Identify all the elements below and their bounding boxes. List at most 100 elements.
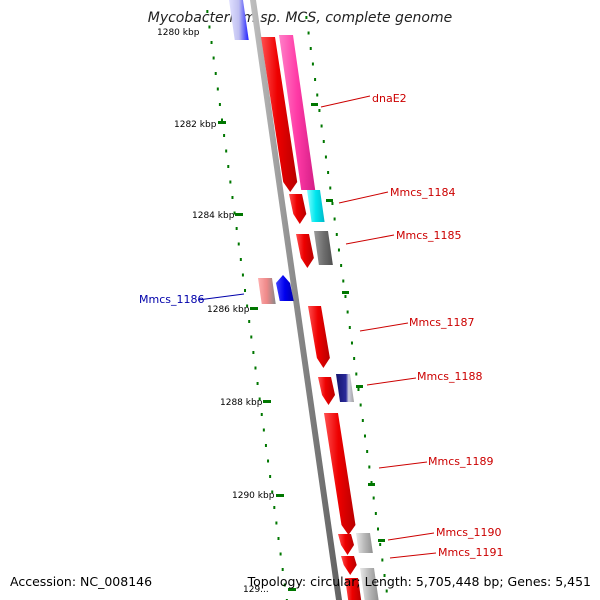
track-dot [346, 310, 349, 314]
leader-line [359, 322, 409, 332]
leader-line [389, 552, 437, 559]
track-dot [350, 341, 353, 345]
feature-mmcs-1187[interactable] [308, 306, 330, 368]
track-dot [279, 552, 282, 556]
track-dot [316, 93, 319, 97]
track-dot [233, 211, 236, 215]
track-dot [377, 527, 380, 531]
feature-mmcs-1186-inner[interactable] [258, 278, 276, 304]
gene-label-mmcs-1187[interactable]: Mmcs_1187 [409, 316, 474, 329]
feature-mmcs-1188-outer[interactable] [336, 374, 355, 402]
track-dot [366, 450, 369, 453]
feature-mmcs-1185[interactable] [296, 234, 314, 268]
accession-text: Accession: NC_008146 [10, 574, 153, 589]
track-dot [344, 295, 347, 298]
track-dot [258, 397, 261, 401]
track-dot [264, 444, 267, 447]
gene-label-mmcs-1186[interactable]: Mmcs_1186 [139, 293, 204, 306]
leader-line [345, 234, 395, 245]
track-dot [309, 47, 312, 50]
major-tick [368, 483, 375, 486]
track-dot [227, 165, 230, 168]
track-dot [320, 124, 323, 128]
track-dot [244, 289, 247, 292]
track-dot [248, 320, 251, 323]
gene-label-mmcs-1190[interactable]: Mmcs_1190 [436, 526, 501, 539]
track-dot [383, 574, 386, 577]
track-dot [379, 543, 382, 546]
gene-label-mmcs-1185[interactable]: Mmcs_1185 [396, 229, 461, 242]
major-tick [263, 400, 271, 403]
track-dot [348, 326, 351, 329]
feature-mmcs-1190-outer[interactable] [356, 533, 373, 553]
track-dot [329, 186, 332, 190]
feature-dnaE2[interactable] [261, 37, 298, 192]
feature-partial-bottom-outer[interactable] [360, 568, 379, 600]
track-dot [361, 419, 364, 422]
track-dot [322, 140, 325, 143]
track-dot [374, 512, 377, 515]
track-dot [271, 490, 274, 494]
leader-line [197, 293, 245, 301]
scale-label: 1290 kbp [232, 491, 275, 501]
track-dot [256, 382, 259, 385]
feature-dnaE2-outer[interactable] [279, 35, 316, 190]
track-dot [208, 25, 211, 29]
feature-mmcs-1189[interactable] [324, 413, 356, 535]
feature-mmcs-1184-outer[interactable] [307, 190, 325, 222]
feature-mmcs-1185-outer[interactable] [314, 231, 333, 265]
track-dot [363, 434, 366, 438]
track-dot [372, 496, 375, 500]
track-dot [254, 366, 257, 370]
track-dot [359, 403, 362, 407]
major-tick [288, 588, 296, 591]
major-tick [378, 539, 385, 542]
track-dot [212, 56, 215, 60]
track-dot [353, 357, 356, 360]
track-dot [231, 196, 234, 199]
track-dot [355, 372, 358, 376]
track-dot [357, 388, 360, 391]
gene-label-mmcs-1189[interactable]: Mmcs_1189 [428, 455, 493, 468]
scale-labels: 1280 kbp 1282 kbp 1284 kbp 1286 kbp 1288… [157, 28, 275, 595]
feature-mmcs-1190[interactable] [338, 534, 355, 555]
track-dot [277, 537, 280, 540]
gene-features [229, 0, 379, 600]
track-dot [260, 413, 263, 416]
leader-line [387, 532, 435, 541]
track-dot [223, 134, 226, 137]
track-dot [307, 31, 310, 35]
track-dot [241, 273, 244, 277]
track-dot [235, 227, 238, 230]
track-dot [206, 10, 209, 13]
gene-label-mmcs-1188[interactable]: Mmcs_1188 [417, 370, 482, 383]
track-dot [252, 351, 255, 354]
gene-label-dnaE2[interactable]: dnaE2 [372, 92, 407, 105]
feature-partial-top[interactable] [229, 0, 249, 40]
genome-backbone [250, 0, 342, 600]
leader-line [338, 191, 389, 204]
feature-partial-bottom[interactable] [345, 578, 362, 600]
major-tick [276, 494, 284, 497]
genome-summary-text: Topology: circular; Length: 5,705,448 bp… [247, 574, 591, 589]
track-dot [275, 521, 278, 525]
leader-line [378, 461, 428, 469]
track-dot [283, 583, 286, 587]
major-tick [218, 121, 226, 124]
scale-label: 129... [243, 585, 269, 595]
feature-mmcs-1186[interactable] [276, 275, 294, 301]
track-dot [385, 589, 388, 593]
gene-label-mmcs-1191[interactable]: Mmcs_1191 [438, 546, 503, 559]
track-dot [335, 233, 338, 236]
feature-mmcs-1184[interactable] [289, 194, 307, 224]
track-dot [305, 16, 308, 19]
scale-label: 1284 kbp [192, 211, 235, 221]
feature-mmcs-1191[interactable] [341, 556, 357, 575]
scale-label: 1282 kbp [174, 120, 217, 130]
track-dot [331, 202, 334, 205]
leader-line [366, 377, 417, 386]
feature-mmcs-1188[interactable] [318, 377, 336, 405]
gene-label-mmcs-1184[interactable]: Mmcs_1184 [390, 186, 455, 199]
scale-label: 1280 kbp [157, 28, 200, 38]
